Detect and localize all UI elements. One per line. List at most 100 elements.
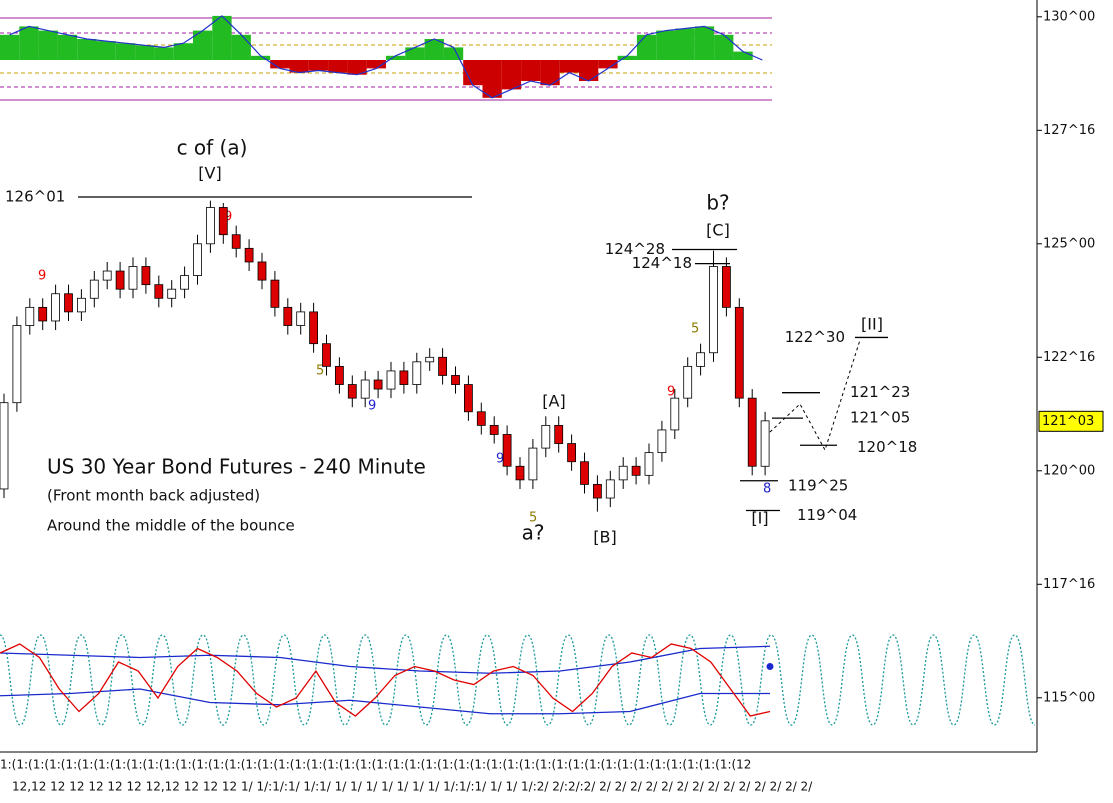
candle-body [64,293,73,313]
level-label: 121^23 [850,383,910,401]
histogram-bar [540,60,560,86]
histogram-bar [579,60,599,81]
count: 9 [496,452,504,467]
candle-body [709,266,718,354]
count: 5 [691,322,699,337]
count: 9 [38,269,46,284]
candle-body [670,397,680,431]
histogram-bar [154,47,174,60]
candle-body [528,447,538,481]
histogram-bar [636,34,657,60]
candle-body [541,424,551,449]
candle-body [618,465,628,481]
candle-body [412,361,422,385]
band-lower [0,688,770,715]
histogram-bar [366,60,386,69]
wave-label: [V] [198,164,221,183]
histogram-bar [250,55,271,60]
candle-body [205,207,215,245]
candle-body [128,266,138,290]
wave-label: [B] [593,528,616,547]
y-tick-label: 115^00 [1043,690,1095,705]
histogram-bar [328,60,348,73]
level-label: 119^25 [788,476,848,494]
candle-body [605,479,615,499]
candle-body [0,402,9,490]
histogram-bar [714,34,734,60]
y-tick-label: 130^00 [1043,9,1095,24]
x-tick-label: 1:(1:(1:(1:(1:(1:(1:(1:(1:(1:(1:(1:(1:(1… [0,758,751,772]
histogram-bar [598,60,618,69]
candle-body [580,461,589,485]
histogram-bar [308,60,329,71]
y-tick-label: 127^16 [1043,123,1095,138]
candle-body [167,288,177,299]
histogram-bar [694,26,715,60]
count: 5 [316,364,324,379]
candle-body [554,424,564,444]
y-tick-label: 122^16 [1043,350,1095,365]
candle-body [657,429,667,454]
histogram-bar [463,60,483,86]
histogram-bar [0,34,20,60]
candle-body [334,365,344,385]
count: 9 [224,210,232,225]
candle-body [515,465,525,481]
count: 9 [368,399,376,414]
count: 8 [763,482,771,497]
candle-body [425,356,435,363]
candle-body [231,234,241,249]
candle-body [25,306,35,326]
candle-body [102,270,112,281]
histogram-bar [521,60,541,81]
candle-body [193,243,202,276]
candle-body [322,343,331,367]
histogram-bar [77,39,97,60]
level-label: 122^30 [785,328,845,346]
wave-label: b? [706,191,729,215]
candle-body [644,452,654,476]
last-price-box [1038,410,1104,432]
candle-body [89,279,99,299]
wave-label: [I] [751,509,768,528]
histogram-bar [347,60,367,75]
candle-body [476,411,486,426]
histogram-bar [733,51,753,60]
candle-body [722,266,731,308]
histogram-bar [57,34,78,60]
candle-body [180,275,190,290]
chart-title: US 30 Year Bond Futures - 240 Minute [47,455,426,479]
histogram-bar [482,60,502,98]
histogram-bar [193,30,213,60]
candle-body [567,443,576,463]
level-label: 126^01 [5,188,65,206]
candle-body [683,365,693,399]
candle-body [38,306,48,322]
histogram-bar [38,30,58,60]
candle-body [77,297,86,313]
histogram-bar [559,60,579,73]
y-tick-label: 120^00 [1043,463,1095,478]
histogram-bar [405,47,425,60]
candle-body [747,397,757,467]
candle-body [760,420,770,467]
histogram-bar [501,60,522,90]
candle-body [399,370,409,385]
histogram-bar [96,41,116,60]
candle-body [347,384,357,399]
momentum-line [0,643,771,717]
candle-body [696,352,705,367]
dot [766,663,774,670]
candle-body [386,370,396,390]
candle-body [115,270,125,290]
wave-label: a? [522,521,545,545]
histogram-bar [617,55,637,60]
candle-body [373,379,383,390]
wave-label: [A] [542,392,565,411]
candle-body [218,207,228,236]
histogram-bar [270,60,290,69]
level-label: 124^28 [605,240,665,258]
histogram-bar [173,43,193,60]
y-tick-label: 125^00 [1043,236,1095,251]
